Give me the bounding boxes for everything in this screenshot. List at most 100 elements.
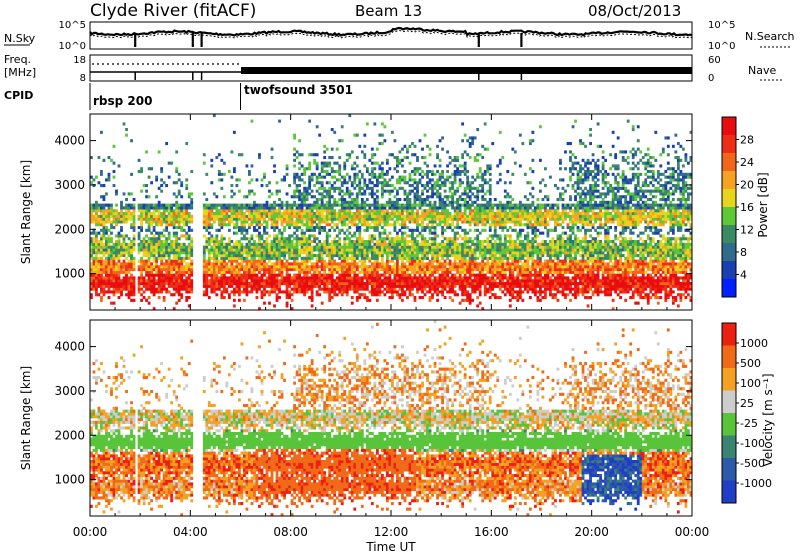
heatmap-cell	[418, 167, 422, 171]
heatmap-cell	[162, 203, 166, 207]
heatmap-cell	[288, 184, 291, 188]
heatmap-cell	[122, 122, 126, 126]
heatmap-cell	[385, 170, 389, 174]
heatmap-cell	[230, 270, 234, 274]
heatmap-cell	[325, 254, 329, 258]
heatmap-cell	[330, 245, 334, 249]
heatmap-cell	[353, 287, 357, 291]
heatmap-cell	[443, 184, 447, 188]
heatmap-cell	[443, 195, 447, 199]
heatmap-cell	[446, 198, 449, 202]
heatmap-cell	[330, 167, 334, 171]
heatmap-cell	[343, 282, 347, 286]
heatmap-cell	[350, 150, 354, 154]
heatmap-cell	[175, 237, 179, 241]
heatmap-cell	[172, 181, 176, 185]
heatmap-cell	[235, 265, 239, 269]
heatmap-cell	[202, 214, 206, 218]
heatmap-cell	[187, 279, 191, 283]
heatmap-cell	[443, 203, 447, 207]
heatmap-cell	[443, 237, 447, 241]
heatmap-cell	[348, 282, 352, 286]
heatmap-cell	[338, 268, 342, 272]
heatmap-cell	[360, 282, 364, 286]
heatmap-cell	[295, 206, 299, 210]
heatmap-cell	[411, 217, 414, 221]
heatmap-cell	[97, 209, 101, 213]
heatmap-cell	[340, 189, 344, 193]
heatmap-cell	[295, 254, 299, 258]
heatmap-cell	[436, 248, 439, 252]
heatmap-cell	[320, 212, 324, 216]
heatmap-cell	[401, 234, 404, 238]
heatmap-cell	[438, 245, 442, 249]
heatmap-cell	[428, 282, 432, 286]
heatmap-cell	[328, 209, 332, 213]
heatmap-cell	[240, 223, 244, 227]
heatmap-cell	[217, 268, 221, 272]
heatmap-cell	[258, 254, 261, 258]
heatmap-cell	[453, 242, 457, 246]
freq-tick-top: 18	[73, 55, 86, 66]
heatmap-cell	[177, 254, 181, 258]
heatmap-cell	[456, 172, 460, 176]
heatmap-cell	[380, 251, 384, 255]
heatmap-cell	[152, 228, 156, 232]
heatmap-cell	[227, 206, 231, 210]
heatmap-cell	[333, 282, 337, 286]
heatmap-cell	[308, 284, 312, 288]
heatmap-cell	[137, 284, 141, 288]
heatmap-cell	[466, 186, 470, 190]
heatmap-cell	[110, 251, 113, 255]
heatmap-cell	[413, 200, 417, 204]
heatmap-cell	[300, 248, 304, 252]
heatmap-cell	[95, 242, 98, 246]
heatmap-cell	[403, 237, 407, 241]
heatmap-cell	[355, 184, 359, 188]
heatmap-cell	[140, 282, 143, 286]
heatmap-cell	[436, 153, 439, 157]
heatmap-cell	[137, 206, 141, 210]
heatmap-cell	[270, 209, 274, 213]
heatmap-cell	[90, 273, 93, 277]
heatmap-cell	[308, 175, 312, 179]
heatmap-cell	[275, 259, 279, 263]
heatmap-cell	[165, 254, 169, 258]
heatmap-cell	[207, 206, 211, 210]
heatmap-cell	[127, 251, 131, 255]
heatmap-cell	[285, 206, 289, 210]
heatmap-cell	[243, 203, 246, 207]
heatmap-cell	[431, 251, 434, 255]
heatmap-cell	[448, 242, 452, 246]
heatmap-cell	[235, 226, 239, 230]
heatmap-cell	[160, 220, 164, 224]
heatmap-cell	[210, 206, 214, 210]
heatmap-cell	[441, 184, 444, 188]
heatmap-cell	[140, 223, 143, 227]
heatmap-cell	[283, 237, 286, 241]
heatmap-cell	[187, 276, 191, 280]
heatmap-cell	[217, 220, 221, 224]
heatmap-cell	[325, 217, 329, 221]
heatmap-cell	[458, 242, 462, 246]
heatmap-cell	[107, 270, 111, 274]
heatmap-cell	[157, 220, 161, 224]
heatmap-cell	[335, 279, 339, 283]
heatmap-cell	[270, 206, 274, 210]
heatmap-cell	[413, 279, 417, 283]
heatmap-cell	[348, 214, 352, 218]
heatmap-cell	[401, 231, 404, 235]
heatmap-cell	[293, 245, 296, 249]
heatmap-cell	[315, 273, 319, 277]
heatmap-cell	[330, 156, 334, 160]
heatmap-cell	[403, 265, 407, 269]
heatmap-cell	[466, 200, 470, 204]
heatmap-cell	[150, 245, 154, 249]
heatmap-cell	[92, 242, 96, 246]
heatmap-cell	[172, 307, 176, 311]
heatmap-cell	[478, 268, 482, 272]
heatmap-cell	[355, 133, 359, 137]
heatmap-cell	[212, 268, 216, 272]
heatmap-cell	[285, 203, 289, 207]
heatmap-cell	[473, 273, 477, 277]
